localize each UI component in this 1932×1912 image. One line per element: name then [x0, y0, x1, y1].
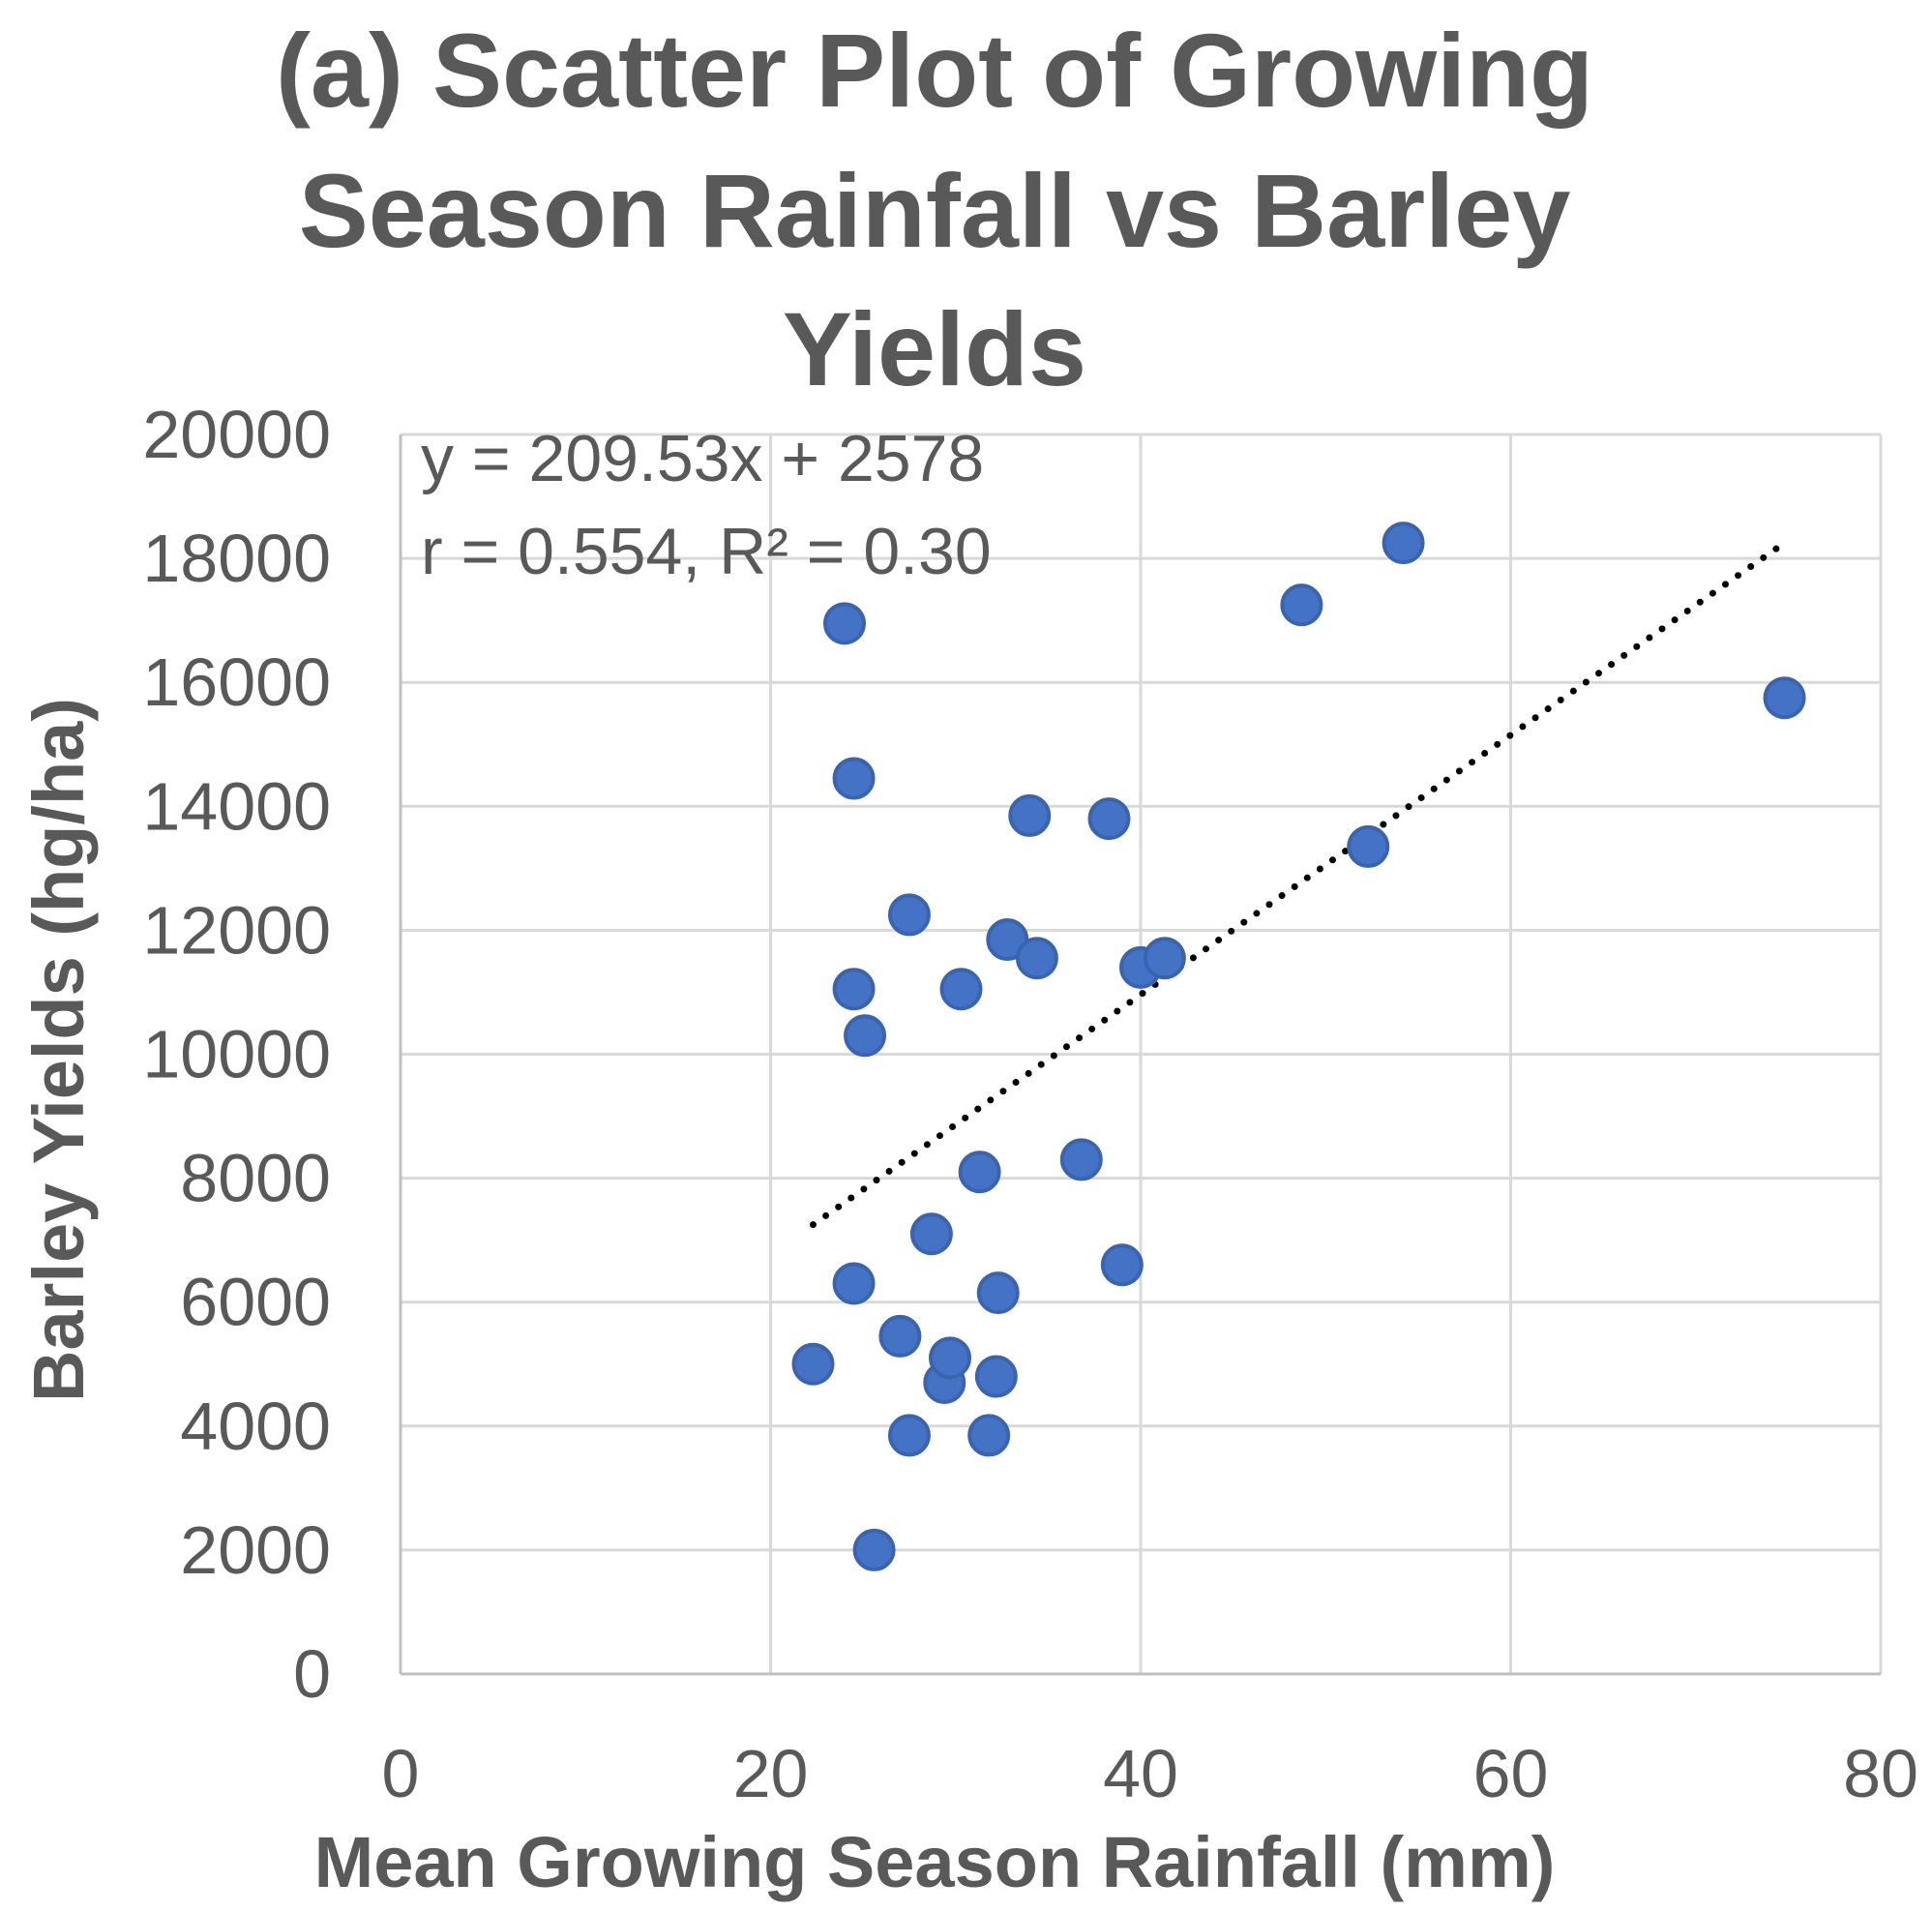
- y-tick-label: 16000: [142, 644, 331, 720]
- y-tick-label: 8000: [180, 1141, 331, 1216]
- data-point: [1008, 793, 1052, 837]
- data-point: [1763, 676, 1806, 720]
- data-point: [1347, 824, 1390, 868]
- x-tick-label: 20: [733, 1736, 809, 1811]
- y-tick-label: 4000: [180, 1389, 331, 1464]
- data-points: [791, 522, 1806, 1571]
- chart-title-line-1: (a) Scatter Plot of Growing: [276, 12, 1593, 129]
- data-point: [791, 1342, 835, 1386]
- y-axis-title: Barley Yields (hg/ha): [18, 698, 99, 1402]
- axes: [399, 434, 1881, 1676]
- data-point: [1015, 937, 1058, 980]
- data-point: [832, 968, 876, 1011]
- data-point: [844, 1014, 887, 1058]
- trendline: [809, 539, 1789, 1229]
- data-point: [909, 1212, 953, 1256]
- y-tick-label: 2000: [180, 1512, 331, 1588]
- x-axis-title: Mean Growing Season Rainfall (mm): [314, 1822, 1556, 1902]
- data-point: [974, 1355, 1018, 1398]
- y-tick-label: 0: [293, 1636, 331, 1712]
- correlation-annotation: r = 0.554, R² = 0.30: [421, 515, 992, 588]
- data-point: [967, 1414, 1011, 1457]
- gridlines: [401, 433, 1883, 1674]
- data-point: [1280, 583, 1323, 627]
- data-point: [832, 757, 876, 800]
- data-point: [958, 1150, 1001, 1194]
- y-tick-label: 20000: [142, 397, 331, 472]
- y-tick-label: 12000: [142, 892, 331, 968]
- data-point: [1100, 1243, 1144, 1287]
- chart-title-line-2: Season Rainfall vs Barley: [299, 152, 1571, 269]
- x-tick-labels: 0 20 40 60 80: [382, 1736, 1918, 1811]
- data-point: [1143, 937, 1186, 980]
- y-tick-label: 18000: [142, 521, 331, 596]
- data-point: [887, 1414, 931, 1457]
- data-point: [1382, 522, 1425, 565]
- equation-annotation: y = 209.53x + 2578: [421, 422, 984, 495]
- x-tick-label: 80: [1843, 1736, 1918, 1811]
- data-point: [939, 968, 983, 1011]
- data-point: [976, 1271, 1020, 1315]
- data-point: [1087, 797, 1131, 841]
- x-tick-label: 40: [1103, 1736, 1178, 1811]
- y-tick-label: 6000: [180, 1265, 331, 1340]
- data-point: [832, 1262, 876, 1305]
- y-tick-labels: 0 2000 4000 6000 8000 10000 12000 14000 16000 180…: [142, 397, 331, 1712]
- data-point: [852, 1528, 896, 1571]
- y-tick-label: 10000: [142, 1017, 331, 1092]
- data-point: [1059, 1138, 1103, 1181]
- x-tick-label: 0: [382, 1736, 420, 1811]
- data-point: [929, 1336, 972, 1380]
- data-point: [878, 1314, 922, 1358]
- x-tick-label: 60: [1473, 1736, 1549, 1811]
- data-point: [887, 893, 931, 937]
- chart-title-line-3: Yields: [783, 290, 1086, 407]
- data-point: [823, 602, 866, 645]
- y-tick-label: 14000: [142, 768, 331, 844]
